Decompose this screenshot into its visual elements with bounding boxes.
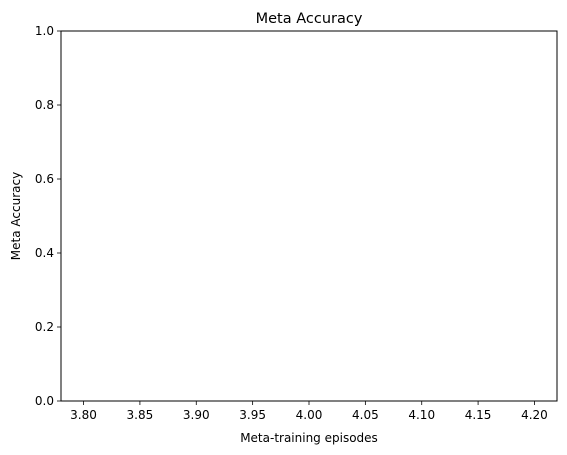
y-tick-label: 0.4 (35, 246, 54, 260)
y-tick-label: 1.0 (35, 24, 54, 38)
x-tick-label: 3.80 (70, 408, 97, 422)
x-tick-label: 3.90 (183, 408, 210, 422)
x-tick-label: 4.10 (408, 408, 435, 422)
x-axis-label: Meta-training episodes (240, 431, 378, 445)
x-tick-label: 4.00 (296, 408, 323, 422)
y-tick-label: 0.0 (35, 394, 54, 408)
y-tick-label: 0.6 (35, 172, 54, 186)
x-tick-label: 3.95 (239, 408, 266, 422)
x-axis: 3.80 3.85 3.90 3.95 4.00 4.05 4.10 4.15 4.20 (70, 401, 548, 422)
y-tick-label: 0.8 (35, 98, 54, 112)
y-axis-label: Meta Accuracy (9, 172, 23, 260)
x-tick-label: 3.85 (127, 408, 154, 422)
y-tick-label: 0.2 (35, 320, 54, 334)
chart-title: Meta Accuracy (256, 11, 363, 27)
x-tick-label: 4.15 (465, 408, 492, 422)
y-axis: 0.0 0.2 0.4 0.6 0.8 1.0 (35, 24, 61, 408)
plot-area (61, 31, 557, 401)
plot-frame (60, 30, 558, 402)
x-tick-label: 4.20 (521, 408, 548, 422)
x-tick-label: 4.05 (352, 408, 379, 422)
